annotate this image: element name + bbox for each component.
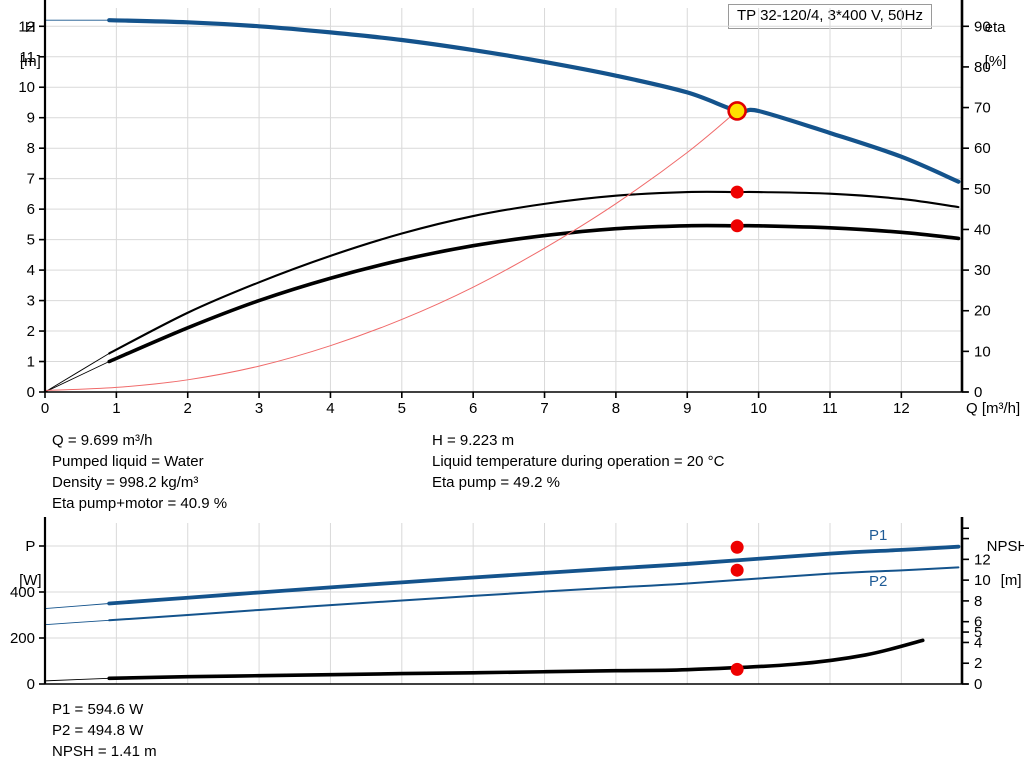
- h-tick-label: 6: [27, 201, 35, 218]
- npsh-tick-label: 12: [974, 551, 991, 568]
- p1-curve-label: P1: [869, 527, 888, 544]
- q-tick-label: 12: [893, 400, 910, 417]
- q-tick-label: 0: [41, 400, 49, 417]
- h-axis-symbol: H: [24, 19, 36, 36]
- readout-line: Eta pump+motor = 40.9 %: [52, 495, 228, 512]
- h-tick-label: 4: [27, 262, 35, 279]
- npsh-tick-label: 6: [974, 614, 982, 631]
- eta-tick-label: 90: [974, 18, 991, 35]
- readout-top-col1: Q = 9.699 m³/h Pumped liquid = Water Den…: [52, 430, 227, 514]
- p-axis-unit: [W]: [19, 572, 42, 589]
- h-tick-label: 8: [27, 140, 35, 157]
- npsh-axis-symbol: NPSH: [986, 538, 1024, 555]
- p2-curve-label: P2: [869, 573, 888, 590]
- h-tick-label: 2: [27, 323, 35, 340]
- p-tick-label: 200: [10, 630, 35, 647]
- npsh-tick-label: 4: [974, 634, 982, 651]
- bottom-power-npsh-chart: 0 200 400 0 2 456 8 10 12: [10, 517, 991, 693]
- bottom-right-axis-title: NPSH [m]: [970, 521, 1024, 606]
- readout-line: P1 = 594.6 W: [52, 701, 144, 718]
- h-tick-label: 1: [27, 354, 35, 371]
- readout-line: Pumped liquid = Water: [52, 453, 204, 470]
- readout-line: NPSH = 1.41 m: [52, 743, 157, 760]
- npsh-tick-label: 5: [974, 624, 982, 641]
- eta-tick-label: 0: [974, 384, 982, 401]
- q-tick-label: 5: [398, 400, 406, 417]
- q-tick-label: 4: [326, 400, 334, 417]
- readout-line: Liquid temperature during operation = 20…: [432, 453, 725, 470]
- q-tick-label: 10: [750, 400, 767, 417]
- readout-line: Q = 9.699 m³/h: [52, 432, 153, 449]
- eta-tick-label: 80: [974, 59, 991, 76]
- q-tick-label: 1: [112, 400, 120, 417]
- readout-line: Eta pump = 49.2 %: [432, 474, 560, 491]
- q-tick-label: 3: [255, 400, 263, 417]
- bottom-left-axis-title: P [W]: [2, 521, 42, 606]
- q-tick-label: 7: [540, 400, 548, 417]
- h-tick-label: 11: [19, 49, 35, 66]
- readout-top-col2: H = 9.223 m Liquid temperature during op…: [432, 430, 724, 493]
- npsh-tick-label: 10: [974, 572, 991, 589]
- h-tick-label: 5: [27, 232, 35, 249]
- q-tick-label: 11: [822, 400, 838, 417]
- readout-line: H = 9.223 m: [432, 432, 515, 449]
- h-tick-label: 7: [27, 171, 35, 188]
- eta-axis-unit: [%]: [984, 53, 1007, 70]
- readout-line: Density = 998.2 kg/m³: [52, 474, 199, 491]
- eta-tick-label: 70: [974, 100, 991, 117]
- eta-axis-symbol: eta: [984, 19, 1006, 36]
- q-tick-label: 8: [612, 400, 620, 417]
- p-tick-label: 0: [27, 676, 35, 693]
- h-axis-unit: [m]: [19, 53, 41, 70]
- readout-bottom: P1 = 594.6 W P2 = 494.8 W NPSH = 1.41 m: [52, 699, 157, 762]
- h-tick-label: 10: [18, 79, 35, 96]
- q-tick-label: 9: [683, 400, 691, 417]
- eta-tick-label: 60: [974, 140, 991, 157]
- top-right-axis-title: eta [%]: [968, 2, 1024, 87]
- eta-tick-label: 40: [974, 221, 991, 238]
- npsh-tick-label: 8: [974, 593, 982, 610]
- npsh-tick-label: 2: [974, 655, 982, 672]
- readout-line: P2 = 494.8 W: [52, 722, 144, 739]
- top-left-axis-title: H [m]: [2, 2, 42, 87]
- h-tick-label: 0: [27, 384, 35, 401]
- p-tick-label: 400: [10, 584, 35, 601]
- eta-tick-label: 30: [974, 262, 991, 279]
- p-axis-symbol: P: [25, 538, 36, 555]
- eta-tick-label: 50: [974, 181, 991, 198]
- eta-tick-label: 20: [974, 303, 991, 320]
- q-axis-label: Q [m³/h]: [966, 400, 1020, 417]
- q-tick-label: 2: [184, 400, 192, 417]
- q-tick-label: 6: [469, 400, 477, 417]
- npsh-tick-label: 0: [974, 676, 982, 693]
- h-tick-label: 3: [27, 293, 35, 310]
- npsh-axis-unit: [m]: [1000, 572, 1022, 589]
- eta-tick-label: 10: [974, 343, 991, 360]
- h-tick-label: 9: [27, 110, 35, 127]
- h-tick-label: 12: [18, 18, 35, 35]
